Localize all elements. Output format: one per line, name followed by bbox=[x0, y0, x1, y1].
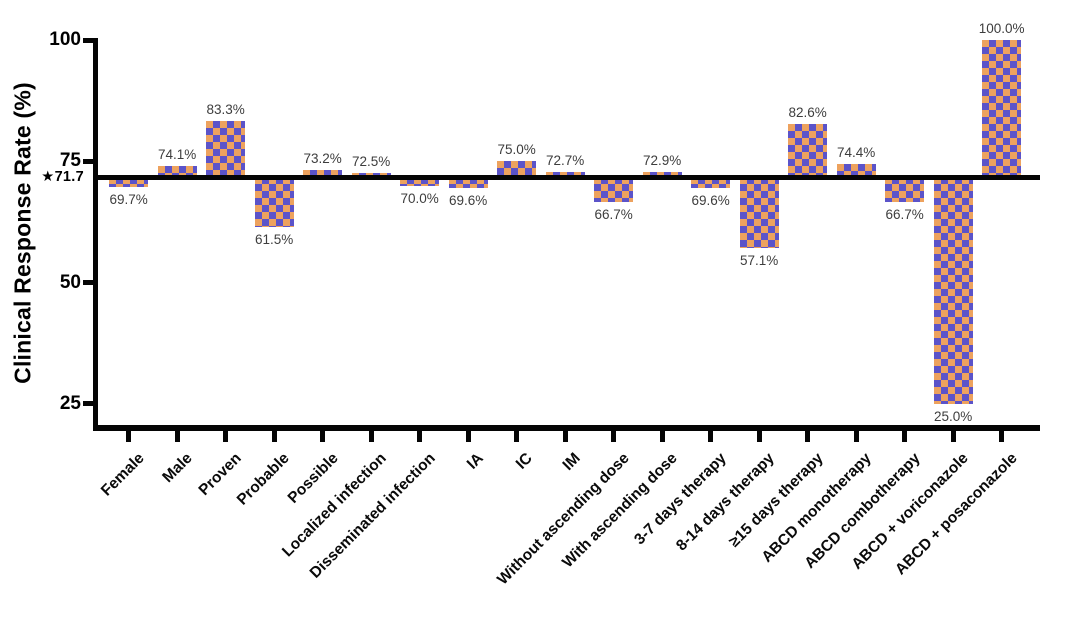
y-tick bbox=[83, 37, 93, 43]
y-axis-line bbox=[93, 37, 98, 431]
bar-male bbox=[157, 165, 197, 178]
bar-abcd-combotherapy bbox=[885, 177, 925, 202]
bar-15-days-therapy bbox=[788, 124, 828, 178]
y-tick-label: 75 bbox=[59, 150, 81, 172]
y-tick bbox=[83, 280, 93, 286]
y-tick-label: 25 bbox=[59, 392, 81, 414]
x-tick bbox=[562, 430, 568, 442]
bar-value-label: 57.1% bbox=[739, 253, 779, 269]
bar-value-label: 69.7% bbox=[109, 192, 148, 208]
bar-value-label: 100.0% bbox=[978, 21, 1025, 36]
x-tick bbox=[417, 430, 423, 442]
bar-without-ascending-dose bbox=[594, 177, 634, 202]
bar-abcd-voriconazole bbox=[933, 177, 973, 404]
bar-value-label: 69.6% bbox=[448, 192, 488, 208]
x-tick bbox=[756, 430, 762, 442]
x-tick bbox=[271, 430, 277, 442]
baseline-line bbox=[95, 174, 1040, 181]
bar-value-label: 72.5% bbox=[351, 154, 391, 170]
y-tick-label: 100 bbox=[49, 29, 81, 50]
bar-value-label: 75.0% bbox=[497, 142, 536, 158]
x-tick bbox=[805, 430, 811, 442]
x-tick bbox=[659, 430, 665, 442]
x-tick bbox=[223, 430, 229, 442]
bar-value-label: 61.5% bbox=[254, 231, 294, 247]
bar-8-14-days-therapy bbox=[739, 177, 779, 249]
x-tick bbox=[174, 430, 180, 442]
bar-value-label: 70.0% bbox=[400, 190, 439, 206]
bar-value-label: 82.6% bbox=[788, 105, 827, 121]
x-tick bbox=[126, 430, 132, 442]
x-axis-line bbox=[93, 425, 1040, 431]
bar-abcd-posaconazole bbox=[982, 40, 1022, 178]
bar-value-label: 83.3% bbox=[206, 102, 245, 118]
bar-value-label: 74.1% bbox=[157, 146, 197, 162]
baseline-label: ★71.7 bbox=[41, 169, 84, 185]
bar-possible bbox=[303, 170, 343, 178]
bar-value-label: 25.0% bbox=[933, 408, 973, 424]
x-tick bbox=[368, 430, 374, 442]
bar-value-label: 69.6% bbox=[691, 192, 730, 208]
y-tick bbox=[83, 158, 93, 164]
bar-ic bbox=[497, 161, 537, 178]
bar-value-label: 66.7% bbox=[594, 206, 633, 222]
bar-3-7-days-therapy bbox=[691, 177, 731, 188]
x-tick bbox=[320, 430, 326, 442]
y-axis-title: Clinical Response Rate (%) bbox=[9, 82, 36, 384]
bar-value-label: 72.9% bbox=[642, 152, 682, 168]
bar-proven bbox=[206, 121, 246, 178]
x-tick bbox=[708, 430, 714, 442]
x-tick bbox=[950, 430, 956, 442]
bar-value-label: 74.4% bbox=[836, 145, 876, 161]
x-tick-label-female: Female bbox=[97, 449, 148, 500]
bar-abcd-monotherapy bbox=[836, 164, 876, 178]
bar-ia bbox=[448, 177, 488, 188]
x-tick bbox=[902, 430, 908, 442]
bar-probable bbox=[254, 177, 294, 227]
bar-with-ascending-dose bbox=[642, 171, 682, 178]
y-tick-label: 50 bbox=[59, 271, 81, 293]
x-tick bbox=[514, 430, 520, 442]
bar-value-label: 73.2% bbox=[303, 151, 342, 167]
x-tick bbox=[999, 430, 1005, 442]
bar-female bbox=[109, 177, 149, 188]
x-tick bbox=[853, 430, 859, 442]
bar-value-label: 66.7% bbox=[885, 206, 924, 222]
bar-value-label: 72.7% bbox=[545, 153, 585, 169]
x-tick bbox=[611, 430, 617, 442]
x-tick bbox=[465, 430, 471, 442]
y-tick bbox=[83, 401, 93, 407]
bar-disseminated-infection bbox=[400, 177, 440, 186]
